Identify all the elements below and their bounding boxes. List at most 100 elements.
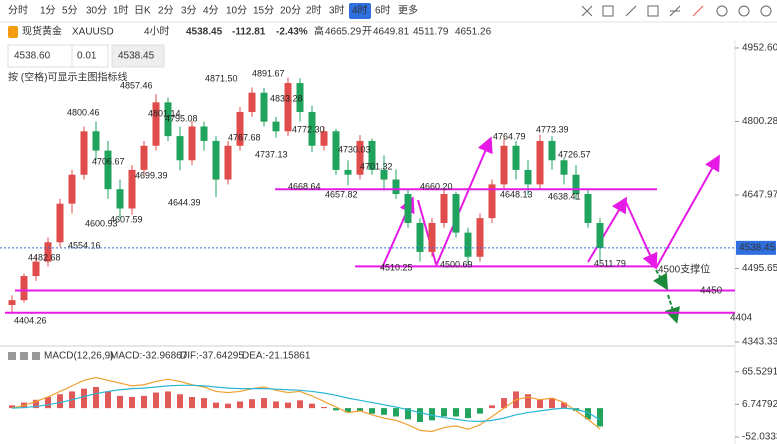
macd-bar	[141, 395, 147, 409]
buy-box[interactable]	[111, 44, 165, 68]
price-annotation: 4511.79	[594, 258, 626, 268]
macd-bar	[477, 408, 483, 414]
open: 4649.81	[373, 27, 410, 38]
price-annotation: 4795.08	[165, 113, 198, 123]
macd-icons[interactable]	[8, 352, 40, 360]
macd-bar	[465, 408, 471, 419]
candle-body	[368, 140, 376, 170]
candle-body	[488, 184, 496, 219]
interval-tab[interactable]: 15分	[253, 5, 274, 17]
more-menu[interactable]: 更多	[398, 4, 418, 17]
interval-tab[interactable]: 2分	[158, 5, 174, 17]
y-tick-label: 4800.28	[742, 116, 777, 127]
price-annotation: 4607.59	[110, 214, 143, 224]
macd-bar	[45, 397, 51, 409]
macd-bar	[561, 402, 567, 409]
dea-line	[11, 384, 601, 423]
close: 4651.26	[455, 27, 492, 38]
interval-tab[interactable]: 日K	[134, 6, 151, 17]
price-annotation: 4644.39	[168, 197, 201, 207]
interval-tab[interactable]: 20分	[280, 5, 301, 17]
tool-icons[interactable]	[581, 5, 772, 17]
current-price-label: 4538.45	[739, 242, 776, 253]
candle-body	[92, 131, 100, 151]
high: 4665.29	[325, 27, 362, 38]
hint: 按 (空格)可显示主图指标线	[8, 71, 127, 84]
dea-value: DEA:-21.15861	[242, 351, 311, 362]
interval-tab[interactable]: 1时	[113, 5, 129, 17]
macd-bar	[501, 398, 507, 409]
candle-body	[308, 111, 316, 146]
y-tick-label: 65.52918	[742, 366, 777, 377]
interval-tab[interactable]: 3分	[181, 5, 197, 17]
candle-body	[200, 126, 208, 141]
interval-tab[interactable]: 4分	[203, 5, 219, 17]
interval-tab[interactable]: 10分	[226, 5, 247, 17]
toolbar	[0, 0, 777, 22]
down-arrows	[653, 269, 680, 324]
low: 4511.79	[413, 27, 449, 38]
interval-tab[interactable]: 30分	[86, 5, 107, 17]
interval-tab[interactable]: 2时	[306, 5, 322, 17]
interval-tab[interactable]: 4时	[352, 5, 368, 17]
interval-tab[interactable]: 5分	[62, 5, 78, 17]
candle-body	[512, 145, 520, 170]
price-annotation: 4482.68	[28, 252, 61, 262]
y-tick-label: 4647.97	[742, 190, 777, 201]
y-tick-label: 4495.65	[742, 263, 777, 274]
macd-bar	[9, 405, 15, 409]
sell-price: 4538.60	[14, 51, 51, 62]
macd-bar	[273, 401, 279, 409]
level-label: 4450	[700, 286, 723, 297]
price-annotation: 4701.32	[360, 161, 393, 171]
macd-bar	[357, 408, 363, 411]
interval-tab[interactable]: 分时	[8, 5, 28, 17]
macd-bar	[441, 408, 447, 417]
macd-bar	[369, 408, 375, 414]
interval-tab[interactable]: 3时	[329, 5, 345, 17]
price-annotation: 4510.25	[380, 262, 413, 272]
price-annotation: 4638.41	[548, 191, 581, 201]
interval-tab[interactable]: 1分	[40, 5, 56, 17]
price-annotation: 4706.67	[92, 156, 125, 166]
macd-bar	[57, 394, 63, 409]
lots-box[interactable]	[71, 44, 109, 68]
buy-price: 4538.45	[118, 51, 155, 62]
candle-body	[380, 169, 388, 180]
price-annotation: 4772.30	[292, 124, 325, 134]
price-annotation: 4648.13	[500, 189, 533, 199]
y-tick-label: -52.03333	[742, 432, 777, 443]
candle-body	[140, 145, 148, 170]
candle-body	[260, 92, 268, 122]
price: 4538.45	[186, 27, 223, 38]
price-annotation: 4657.82	[325, 189, 358, 199]
candle-body	[404, 194, 412, 223]
y-tick-label: 4952.60	[742, 43, 777, 54]
price-annotation: 4767.68	[228, 132, 261, 142]
candle-body	[128, 169, 136, 209]
macd-bar	[405, 408, 411, 420]
price-annotation: 4726.57	[558, 149, 591, 159]
candle-body	[188, 126, 196, 161]
candle-body	[500, 145, 508, 185]
interval-tab[interactable]: 6时	[375, 5, 391, 17]
candle-body	[212, 140, 220, 180]
price-annotation: 4554.16	[68, 240, 101, 250]
macd-bar	[189, 397, 195, 409]
current-price-tag	[736, 240, 776, 255]
macd-bar	[525, 394, 531, 409]
candle-body	[344, 169, 352, 175]
candle-body	[116, 189, 124, 209]
candle-body	[356, 140, 364, 175]
candle-body	[584, 194, 592, 223]
dif-value: DIF:-37.64295	[180, 351, 244, 362]
macd-bar	[33, 399, 39, 409]
candle-body	[32, 261, 40, 277]
macd-bar	[165, 391, 171, 409]
macd-bar	[225, 403, 231, 409]
change-pct: -2.43%	[276, 27, 308, 38]
macd-bar	[249, 399, 255, 409]
candle-body	[56, 203, 64, 243]
symbol-icon	[8, 26, 18, 38]
macd-value: MACD:-32.96867	[110, 351, 188, 362]
